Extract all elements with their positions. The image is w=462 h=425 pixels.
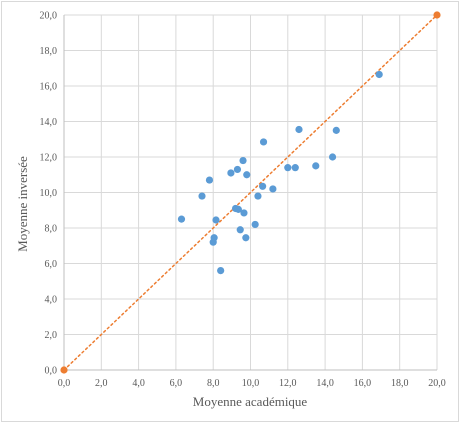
x-tick-label: 2,0 bbox=[95, 378, 108, 389]
data-point bbox=[177, 215, 186, 223]
y-tick-label: 8,0 bbox=[45, 224, 58, 235]
data-point bbox=[240, 209, 248, 217]
data-point bbox=[212, 216, 220, 224]
y-tick-label: 18,0 bbox=[40, 46, 58, 57]
reference-line-group bbox=[63, 14, 438, 371]
data-point bbox=[259, 182, 267, 190]
data-point bbox=[251, 220, 259, 229]
data-point bbox=[328, 153, 337, 161]
data-point bbox=[284, 164, 292, 172]
data-point bbox=[233, 165, 242, 174]
data-point bbox=[227, 169, 235, 177]
y-axis-title: Moyenne inversée bbox=[15, 156, 30, 252]
x-tick-label: 10,0 bbox=[242, 378, 260, 389]
data-point bbox=[236, 226, 244, 234]
data-point bbox=[234, 205, 242, 213]
data-point bbox=[198, 192, 206, 200]
x-axis-title: Moyenne académique bbox=[193, 394, 308, 409]
data-point bbox=[205, 176, 214, 184]
x-tick-label: 14,0 bbox=[316, 378, 334, 389]
data-point bbox=[375, 70, 383, 79]
data-point bbox=[210, 234, 218, 242]
x-tick-label: 8,0 bbox=[207, 378, 220, 389]
data-point bbox=[254, 192, 262, 200]
y-tick-label: 2,0 bbox=[45, 330, 58, 341]
x-tick-label: 12,0 bbox=[279, 378, 297, 389]
data-point bbox=[332, 126, 340, 134]
y-tick-labels: 0,0 2,0 4,0 6,0 8,0 10,0 12,0 14,0 16,0 18,0 20,0 bbox=[40, 11, 58, 377]
axes bbox=[63, 15, 437, 371]
x-tick-label: 6,0 bbox=[170, 378, 183, 389]
y-tick-label: 16,0 bbox=[40, 82, 58, 93]
data-point bbox=[239, 156, 247, 165]
x-tick-labels: 0,0 2,0 4,0 6,0 8,0 10,0 12,0 14,0 16,0 18,0 20,0 bbox=[58, 378, 446, 389]
data-points bbox=[60, 11, 441, 374]
data-point bbox=[259, 138, 268, 146]
x-tick-label: 4,0 bbox=[132, 378, 145, 389]
data-point bbox=[269, 185, 277, 193]
y-tick-label: 6,0 bbox=[45, 259, 58, 270]
data-point bbox=[217, 267, 225, 275]
y-tick-label: 10,0 bbox=[40, 188, 58, 199]
y-tick-label: 4,0 bbox=[45, 295, 58, 306]
y-tick-label: 20,0 bbox=[40, 11, 58, 22]
endpoint-marker bbox=[60, 366, 68, 374]
data-point bbox=[242, 234, 250, 242]
y-tick-label: 0,0 bbox=[45, 366, 58, 377]
x-tick-label: 0,0 bbox=[58, 378, 71, 389]
data-point bbox=[295, 125, 303, 134]
x-tick-label: 16,0 bbox=[354, 378, 372, 389]
y-tick-label: 14,0 bbox=[40, 117, 58, 128]
data-point bbox=[291, 164, 299, 172]
endpoint-marker bbox=[433, 11, 441, 19]
x-tick-label: 20,0 bbox=[428, 378, 446, 389]
x-tick-label: 18,0 bbox=[391, 378, 409, 389]
y-tick-label: 12,0 bbox=[40, 153, 58, 164]
data-point bbox=[243, 171, 251, 179]
data-point bbox=[312, 162, 320, 170]
reference-line bbox=[63, 14, 438, 371]
